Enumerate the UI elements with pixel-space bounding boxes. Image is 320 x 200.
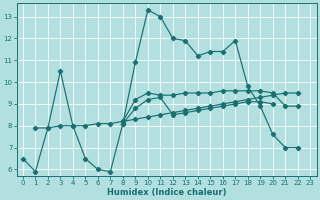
X-axis label: Humidex (Indice chaleur): Humidex (Indice chaleur) xyxy=(107,188,226,197)
